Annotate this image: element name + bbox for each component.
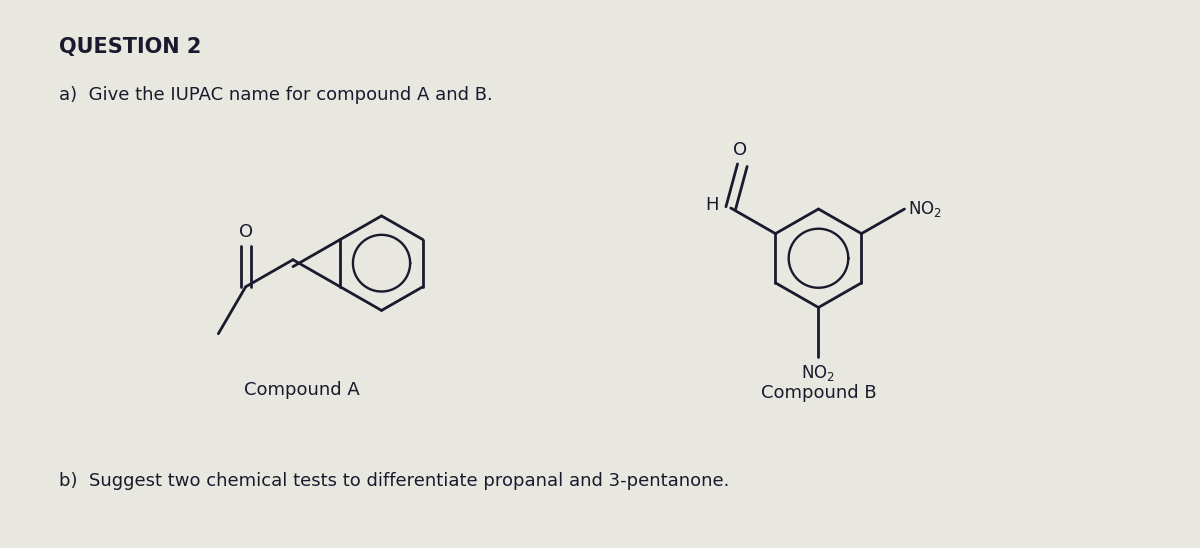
Text: O: O xyxy=(239,223,253,241)
Text: NO$_2$: NO$_2$ xyxy=(802,363,835,383)
Text: a)  Give the IUPAC name for compound A and B.: a) Give the IUPAC name for compound A an… xyxy=(59,86,492,104)
Text: Compound A: Compound A xyxy=(245,381,360,399)
Text: b)  Suggest two chemical tests to differentiate propanal and 3-pentanone.: b) Suggest two chemical tests to differe… xyxy=(59,472,730,490)
Text: H: H xyxy=(706,196,719,214)
Text: NO$_2$: NO$_2$ xyxy=(908,199,942,219)
Text: O: O xyxy=(733,141,748,159)
Text: QUESTION 2: QUESTION 2 xyxy=(59,37,202,56)
Text: Compound B: Compound B xyxy=(761,384,876,402)
